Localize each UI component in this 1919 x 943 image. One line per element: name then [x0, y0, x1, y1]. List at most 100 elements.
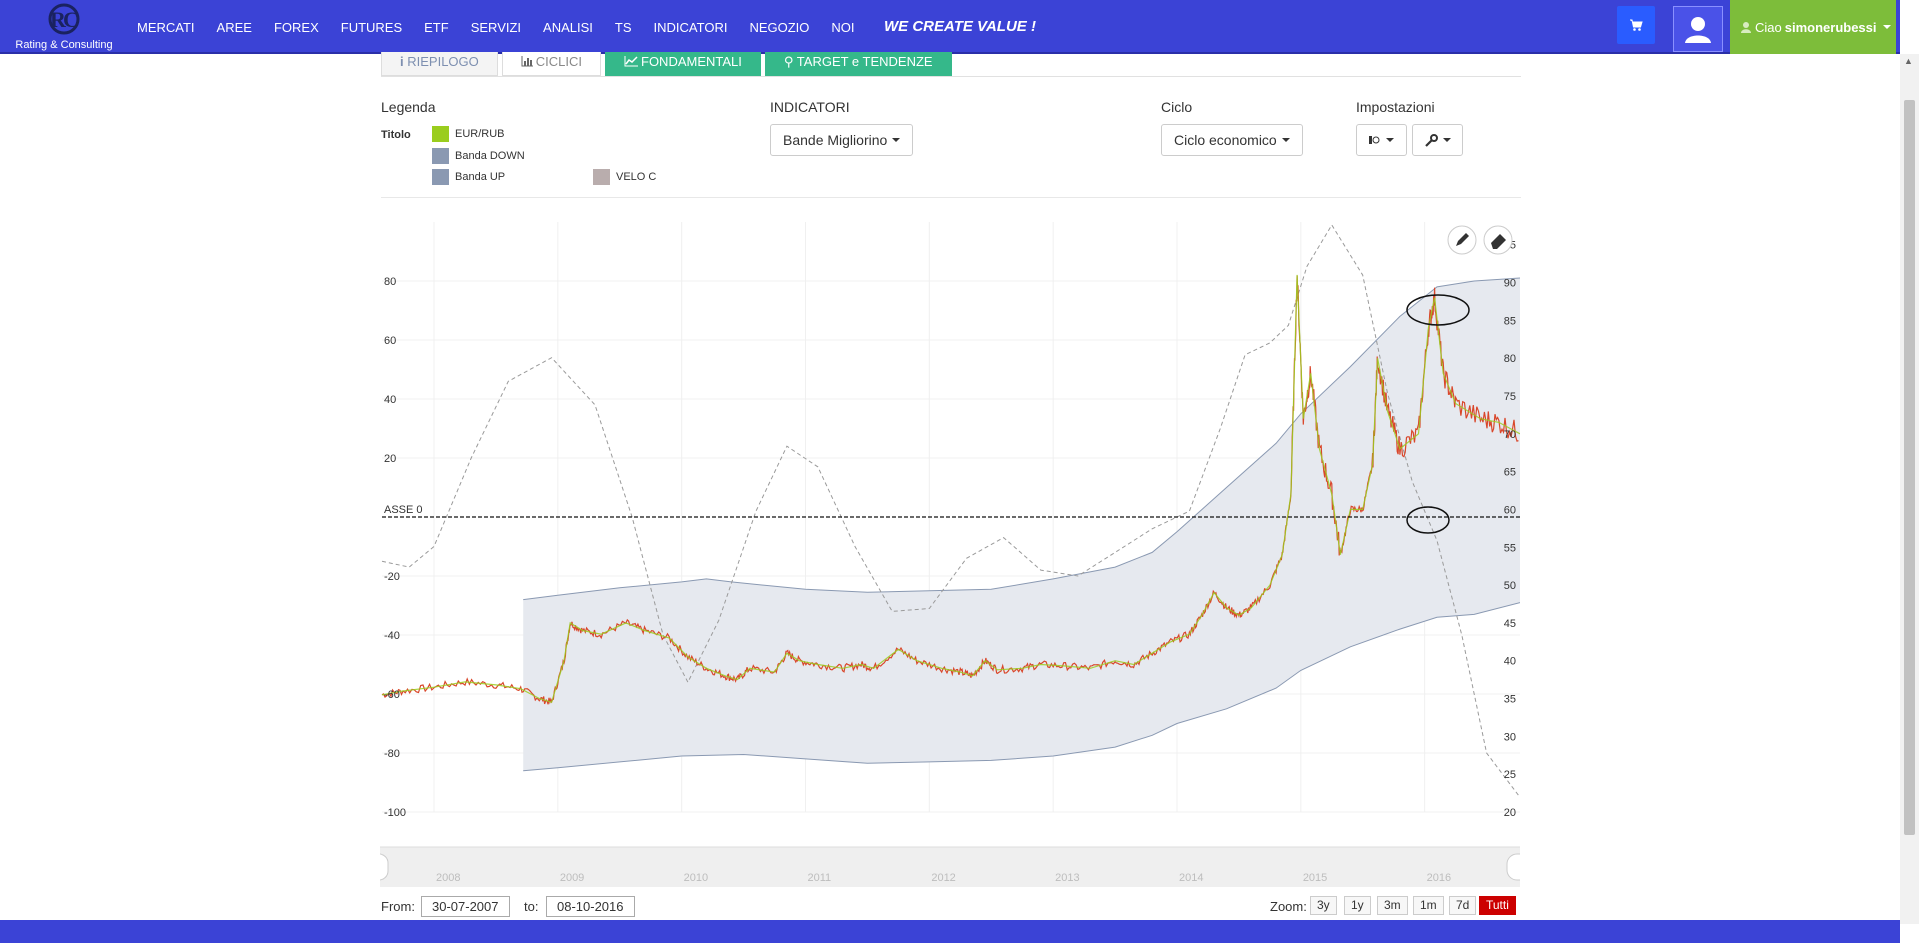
- left-axis-tick-label: 40: [384, 394, 396, 406]
- zoom-3y-button[interactable]: 3y: [1310, 896, 1337, 915]
- eraser-button[interactable]: [1483, 225, 1513, 255]
- line-chart-icon: [624, 56, 638, 67]
- band-fill-area: [523, 278, 1520, 771]
- scroll-up-arrow-icon[interactable]: ▲: [1904, 56, 1913, 66]
- to-date-input[interactable]: 08-10-2016: [546, 896, 635, 917]
- svg-text:R: R: [50, 7, 67, 32]
- from-date-input[interactable]: 30-07-2007: [421, 896, 510, 917]
- annotation-ellipse-mid: [1406, 506, 1450, 534]
- nav-item-servizi[interactable]: SERVIZI: [470, 19, 522, 35]
- cycle-dropdown[interactable]: Ciclo economico: [1161, 124, 1303, 156]
- svg-text:C: C: [63, 7, 79, 32]
- navigator-year-label: 2008: [436, 872, 460, 884]
- nav-item-negozio[interactable]: NEGOZIO: [749, 19, 810, 35]
- nav-item-ts[interactable]: TS: [614, 19, 632, 35]
- chevron-down-icon: [1882, 25, 1891, 29]
- legend-swatch: [432, 148, 449, 164]
- navigator-year-label: 2015: [1303, 872, 1327, 884]
- nav-item-analisi[interactable]: ANALISI: [543, 19, 593, 35]
- zoom-1m-button[interactable]: 1m: [1413, 896, 1444, 915]
- zoom-3m-button[interactable]: 3m: [1377, 896, 1408, 915]
- pin-icon: ⚲: [783, 54, 797, 69]
- left-axis-tick-label: 80: [384, 276, 396, 288]
- tab-label: TARGET e TENDENZE: [796, 54, 933, 69]
- navigator-left-handle[interactable]: [380, 853, 389, 881]
- cycle-chart[interactable]: ASSE 080604020-20-40-60-80-1009590858075…: [380, 212, 1520, 892]
- user-menu[interactable]: Ciao simonerubessi: [1730, 0, 1896, 54]
- tab-label: FONDAMENTALI: [641, 54, 742, 69]
- cart-icon: [1630, 19, 1643, 31]
- draw-pencil-button[interactable]: [1447, 225, 1477, 255]
- left-axis-tick-label: -60: [384, 689, 400, 701]
- right-axis-tick-label: 75: [1504, 391, 1516, 403]
- chevron-down-icon: [1386, 138, 1394, 142]
- tab-ciclici[interactable]: CICLICI: [501, 52, 601, 76]
- right-axis-tick-label: 90: [1504, 278, 1516, 290]
- logo[interactable]: R C Rating & Consulting: [8, 2, 120, 52]
- tab-riepilogo[interactable]: i RIEPILOGO: [381, 52, 498, 76]
- user-icon: [1685, 17, 1711, 43]
- legend-item-banda-up[interactable]: Banda UP: [432, 169, 505, 185]
- series-eurrub: [381, 274, 1520, 704]
- left-axis-tick-label: 20: [384, 453, 396, 465]
- left-axis-tick-label: 60: [384, 335, 396, 347]
- cycle-selected: Ciclo economico: [1174, 132, 1277, 148]
- logo-text: Rating & Consulting: [15, 39, 113, 51]
- nav-item-noi[interactable]: NOI: [831, 19, 855, 35]
- wrench-icon: [1424, 133, 1438, 147]
- left-axis-tick-label: -100: [384, 807, 406, 819]
- legend-swatch: [593, 169, 610, 185]
- user-avatar-button[interactable]: [1673, 6, 1723, 52]
- left-axis-tick-label: -20: [384, 571, 400, 583]
- navigator-year-label: 2013: [1055, 872, 1079, 884]
- slogan: WE CREATE VALUE !: [884, 18, 1036, 35]
- legend-item-velo-c[interactable]: VELO C: [593, 169, 656, 185]
- right-axis-tick-label: 20: [1504, 807, 1516, 819]
- tab-fondamentali[interactable]: FONDAMENTALI: [605, 52, 761, 76]
- cart-button[interactable]: [1617, 6, 1655, 44]
- nav-item-mercati[interactable]: MERCATI: [137, 19, 195, 35]
- from-label: From:: [381, 899, 415, 914]
- navigator-year-label: 2010: [684, 872, 708, 884]
- zoom-1y-button[interactable]: 1y: [1344, 896, 1371, 915]
- nav-item-aree[interactable]: AREE: [216, 19, 252, 35]
- chevron-down-icon: [1281, 138, 1290, 142]
- main-nav: MERCATI AREE FOREX FUTURES ETF SERVIZI A…: [126, 0, 866, 54]
- legend-item-banda-down[interactable]: Banda DOWN: [432, 148, 525, 164]
- toggle-icon: [1369, 136, 1380, 144]
- series-velo-c: [381, 224, 1520, 798]
- tab-label: CICLICI: [535, 54, 582, 69]
- cycle-heading: Ciclo: [1161, 99, 1193, 115]
- chevron-down-icon: [892, 138, 901, 142]
- legend-label: VELO C: [616, 171, 657, 183]
- chevron-down-icon: [1442, 138, 1451, 142]
- scrollbar-thumb[interactable]: [1904, 100, 1915, 835]
- nav-item-forex[interactable]: FOREX: [273, 19, 319, 35]
- nav-item-indicatori[interactable]: INDICATORI: [653, 19, 728, 35]
- series-banda-up: [523, 277, 1520, 601]
- top-navbar: R C Rating & Consulting MERCATI AREE FOR…: [0, 0, 1900, 54]
- navigator-year-label: 2009: [560, 872, 584, 884]
- right-axis-tick-label: 60: [1504, 504, 1516, 516]
- right-axis-tick-label: 50: [1504, 580, 1516, 592]
- tab-target-tendenze[interactable]: ⚲ TARGET e TENDENZE: [764, 52, 952, 76]
- nav-item-futures[interactable]: FUTURES: [340, 19, 403, 35]
- nav-item-etf[interactable]: ETF: [424, 19, 449, 35]
- zoom-7d-button[interactable]: 7d: [1449, 896, 1477, 915]
- chart-type-dropdown[interactable]: [1356, 124, 1407, 156]
- legend-item-eurrub[interactable]: EUR/RUB: [432, 126, 505, 142]
- username: simonerubessi: [1784, 19, 1877, 35]
- bar-chart-icon: [521, 56, 533, 67]
- zero-axis-label: ASSE 0: [384, 504, 423, 516]
- right-axis-tick-label: 30: [1504, 731, 1516, 743]
- navigator-year-label: 2011: [807, 872, 831, 884]
- left-axis-tick-label: -80: [384, 748, 400, 760]
- info-icon: i: [400, 54, 408, 69]
- indicators-dropdown[interactable]: Bande Migliorino: [770, 124, 914, 156]
- navigator-right-handle[interactable]: [1506, 853, 1520, 881]
- zoom-all-button[interactable]: Tutti: [1479, 896, 1516, 915]
- navigator-track: [380, 847, 1520, 887]
- legend-title-label: Titolo: [381, 129, 411, 141]
- legend-swatch: [432, 126, 449, 142]
- tools-dropdown[interactable]: [1412, 124, 1463, 156]
